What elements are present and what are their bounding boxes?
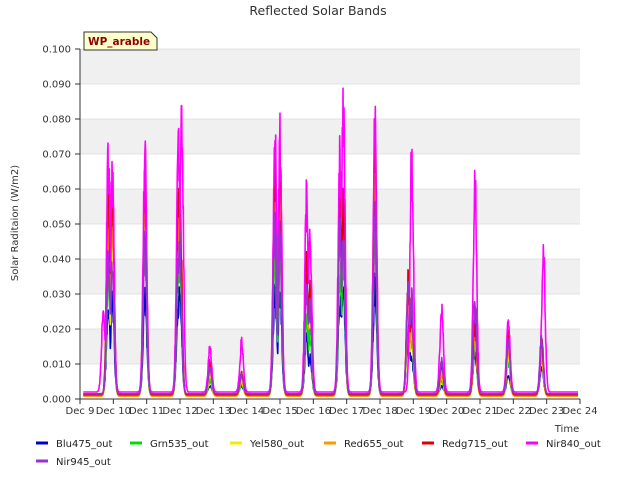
legend-label: Nir840_out (546, 439, 601, 450)
x-tick-label: Dec 13 (196, 406, 231, 417)
y-tick-label: 0.090 (42, 80, 71, 91)
site-badge-label: WP_arable (88, 36, 150, 48)
legend-label: Blu475_out (56, 439, 113, 450)
x-tick-label: Dec 19 (396, 406, 431, 417)
x-tick-label: Dec 9 (66, 406, 95, 417)
y-tick-label: 0.040 (42, 255, 71, 266)
legend-label: Nir945_out (56, 457, 111, 468)
x-axis-title: Time (554, 424, 579, 435)
x-tick-label: Dec 16 (296, 406, 331, 417)
x-tick-label: Dec 22 (496, 406, 531, 417)
series-line-redg715_out (82, 142, 579, 396)
series-line-red655_out (82, 158, 579, 398)
y-tick-label: 0.060 (42, 185, 71, 196)
grid-band (80, 329, 580, 364)
x-tick-label: Dec 23 (529, 406, 564, 417)
x-tick-label: Dec 24 (562, 406, 597, 417)
y-tick-label: 0.100 (42, 45, 71, 56)
legend-label: Grn535_out (150, 439, 209, 450)
legend-label: Yel580_out (249, 439, 304, 450)
legend-label: Red655_out (344, 439, 404, 450)
y-tick-label: 0.050 (42, 220, 71, 231)
x-tick-label: Dec 14 (229, 406, 264, 417)
x-tick-label: Dec 12 (162, 406, 197, 417)
grid-band (80, 189, 580, 224)
y-tick-label: 0.080 (42, 115, 71, 126)
series-line-nir945_out (82, 200, 579, 395)
series-layer (82, 87, 579, 398)
legend-label: Redg715_out (442, 439, 508, 450)
y-axis-title: Solar Raditaion (W/m2) (10, 165, 21, 281)
x-tick-label: Dec 21 (462, 406, 497, 417)
grid-band (80, 294, 580, 329)
grid-band (80, 154, 580, 189)
x-tick-label: Dec 15 (262, 406, 297, 417)
y-tick-label: 0.030 (42, 290, 71, 301)
x-tick-label: Dec 18 (362, 406, 397, 417)
series-line-nir840_out (82, 87, 579, 393)
grid-band (80, 119, 580, 154)
chart-title: Reflected Solar Bands (249, 3, 386, 18)
site-badge: WP_arable (83, 31, 158, 51)
grid-band (80, 224, 580, 259)
x-tick-label: Dec 20 (429, 406, 464, 417)
grid-band (80, 84, 580, 119)
site-badge-box (83, 31, 158, 51)
axes: 0.000 0.010 0.020 0.030 0.040 0.050 0.060 0.070… (42, 45, 597, 418)
x-tick-label: Dec 10 (96, 406, 131, 417)
legend: Blu475_out Grn535_out Yel580_out Red655_out… (36, 439, 601, 468)
grid-band (80, 259, 580, 294)
grid-band (80, 49, 580, 84)
y-tick-label: 0.070 (42, 150, 71, 161)
y-tick-label: 0.000 (42, 395, 71, 406)
x-tick-label: Dec 17 (329, 406, 364, 417)
y-tick-label: 0.020 (42, 325, 71, 336)
x-tick-label: Dec 11 (129, 406, 164, 417)
y-tick-label: 0.010 (42, 360, 71, 371)
plot-background (80, 48, 580, 400)
